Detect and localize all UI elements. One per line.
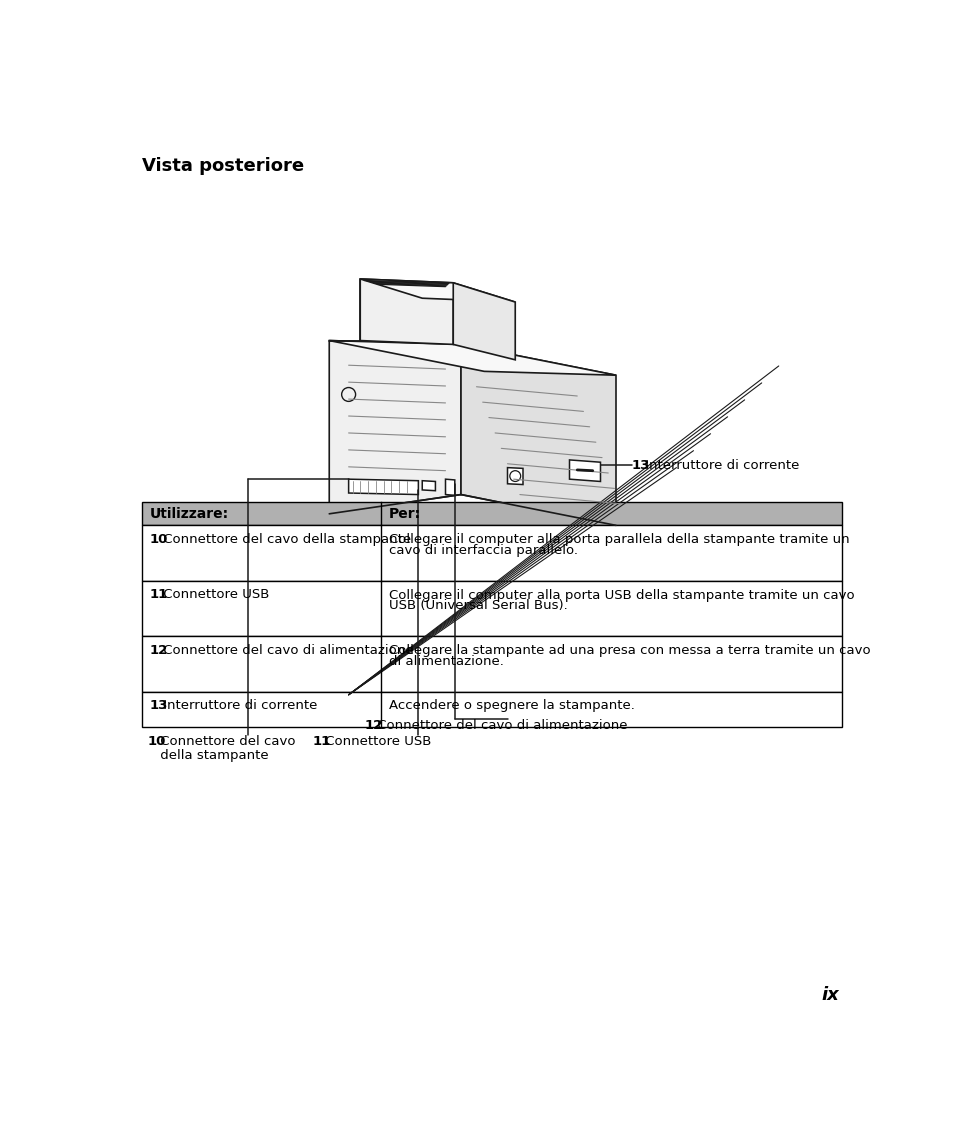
Text: Utilizzare:: Utilizzare: bbox=[150, 507, 228, 521]
Text: Connettore del cavo di alimentazione: Connettore del cavo di alimentazione bbox=[373, 720, 628, 732]
Text: Collegare la stampante ad una presa con messa a terra tramite un cavo: Collegare la stampante ad una presa con … bbox=[389, 644, 871, 657]
Text: USB (Universal Serial Bus).: USB (Universal Serial Bus). bbox=[389, 599, 567, 612]
Text: Collegare il computer alla porta parallela della stampante tramite un: Collegare il computer alla porta paralle… bbox=[389, 533, 850, 546]
Polygon shape bbox=[329, 341, 616, 375]
Text: Collegare il computer alla porta USB della stampante tramite un cavo: Collegare il computer alla porta USB del… bbox=[389, 588, 854, 602]
Text: ix: ix bbox=[822, 986, 839, 1004]
Polygon shape bbox=[360, 279, 516, 302]
Bar bbox=[142, 581, 842, 636]
Text: Interruttore di corrente: Interruttore di corrente bbox=[158, 699, 317, 713]
Polygon shape bbox=[453, 283, 516, 360]
Polygon shape bbox=[329, 341, 461, 514]
Bar bbox=[142, 502, 842, 525]
Text: 10: 10 bbox=[150, 533, 168, 546]
Text: di alimentazione.: di alimentazione. bbox=[389, 654, 504, 668]
Polygon shape bbox=[445, 479, 455, 495]
Polygon shape bbox=[360, 279, 453, 344]
Text: Connettore del cavo di alimentazione: Connettore del cavo di alimentazione bbox=[158, 644, 413, 657]
Text: 12: 12 bbox=[150, 644, 168, 657]
Text: 13: 13 bbox=[150, 699, 168, 713]
Text: Connettore del cavo della stampante: Connettore del cavo della stampante bbox=[158, 533, 411, 546]
Bar bbox=[142, 692, 842, 728]
Text: 10: 10 bbox=[147, 734, 165, 748]
Text: Connettore USB: Connettore USB bbox=[158, 588, 269, 602]
Bar bbox=[142, 636, 842, 692]
Text: Interruttore di corrente: Interruttore di corrente bbox=[640, 459, 799, 471]
Polygon shape bbox=[508, 468, 523, 485]
Text: 11: 11 bbox=[150, 588, 168, 602]
Polygon shape bbox=[422, 480, 436, 491]
Text: Vista posteriore: Vista posteriore bbox=[142, 157, 303, 175]
Text: cavo di interfaccia parallelo.: cavo di interfaccia parallelo. bbox=[389, 545, 578, 557]
Bar bbox=[142, 525, 842, 581]
Polygon shape bbox=[461, 344, 616, 525]
Polygon shape bbox=[348, 479, 419, 494]
Text: Per:: Per: bbox=[389, 507, 421, 521]
Text: della stampante: della stampante bbox=[156, 748, 269, 762]
Text: Connettore del cavo: Connettore del cavo bbox=[156, 734, 296, 748]
Text: Connettore USB: Connettore USB bbox=[322, 734, 432, 748]
Text: Accendere o spegnere la stampante.: Accendere o spegnere la stampante. bbox=[389, 699, 635, 713]
Polygon shape bbox=[569, 460, 601, 482]
Text: 12: 12 bbox=[364, 720, 382, 732]
Text: 13: 13 bbox=[632, 459, 650, 471]
Text: 11: 11 bbox=[312, 734, 330, 748]
